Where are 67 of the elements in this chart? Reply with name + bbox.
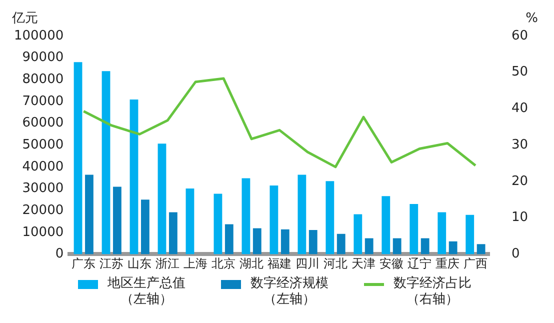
y-tick-label: 70000: [22, 94, 64, 109]
bar: [113, 186, 122, 254]
legend-label: 数字经济规模（左轴）: [250, 276, 330, 308]
y-tick-label: 50000: [22, 137, 64, 152]
x-tick-label: 上海: [184, 256, 208, 271]
bar: [280, 229, 290, 254]
y-tick-label: 10000: [22, 224, 64, 240]
legend-label: 地区生产总值（左轴）: [106, 276, 186, 308]
y2-tick-label: 50: [511, 64, 528, 80]
y-tick-label: 0: [55, 246, 64, 262]
y-tick-label: 100000: [14, 28, 64, 44]
bar: [308, 230, 318, 254]
bar: [326, 181, 334, 254]
y-tick-label: 20000: [22, 202, 64, 218]
y2-tick-label: 60: [511, 28, 528, 44]
x-tick-label: 福建: [268, 256, 292, 271]
x-tick-label: 广东: [72, 256, 96, 271]
y-tick-label: 60000: [22, 116, 64, 131]
x-tick-label: 北京: [212, 256, 236, 271]
x-tick-label: 重庆: [435, 256, 460, 271]
y2-tick-label: 10: [511, 210, 528, 226]
bar: [448, 241, 458, 254]
y2-tick-label: 30: [511, 137, 528, 152]
bar: [186, 188, 194, 254]
bar: [224, 224, 234, 254]
bar: [85, 174, 94, 254]
x-tick-label: 江苏: [100, 256, 124, 271]
x-tick-label: 四川: [296, 256, 320, 271]
bar: [74, 62, 82, 254]
x-tick-label: 广西: [463, 256, 488, 271]
legend-label: 数字经济占比（右轴）: [392, 276, 472, 308]
bar: [438, 212, 446, 254]
bar: [158, 144, 166, 254]
x-tick-label: 河北: [324, 256, 348, 271]
y2-tick-label: 40: [511, 101, 528, 116]
y-axis-title: 亿元: [11, 11, 38, 26]
bar: [141, 200, 150, 254]
y2-axis-title: %: [526, 11, 538, 26]
bar: [382, 196, 390, 254]
bar: [270, 185, 278, 254]
y-tick-label: 80000: [22, 72, 64, 88]
bar: [364, 238, 374, 254]
bar: [420, 238, 430, 254]
bar: [130, 99, 138, 254]
bar: [168, 212, 178, 254]
bar: [354, 214, 362, 254]
bar: [214, 194, 222, 254]
bar: [476, 244, 486, 254]
bar: [102, 71, 110, 254]
bar: [252, 228, 262, 254]
bar: [392, 238, 402, 254]
y-tick-label: 30000: [22, 181, 64, 196]
x-tick-label: 浙江: [156, 256, 180, 271]
bar: [242, 178, 250, 254]
x-tick-label: 安徽: [379, 256, 404, 271]
x-tick-label: 山东: [128, 256, 152, 271]
y2-tick-label: 0: [511, 246, 520, 262]
bar: [410, 204, 418, 254]
x-tick-label: 辽宁: [407, 256, 432, 271]
y-tick-label: 90000: [22, 50, 64, 66]
y-tick-label: 40000: [22, 159, 64, 174]
bar: [336, 234, 346, 254]
bar: [298, 174, 306, 254]
y2-tick-label: 20: [511, 174, 528, 189]
x-tick-label: 湖北: [240, 256, 264, 271]
bar: [466, 214, 474, 254]
x-tick-label: 天津: [352, 256, 376, 271]
